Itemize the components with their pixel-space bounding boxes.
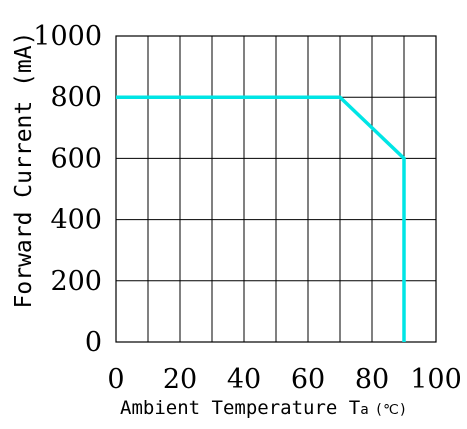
x-tick-label: 0	[107, 364, 124, 395]
y-tick-label: 800	[50, 82, 102, 113]
x-tick-label: 60	[291, 364, 325, 395]
y-tick-label: 200	[50, 266, 102, 297]
x-tick-label: 20	[163, 364, 197, 395]
x-tick-label: 80	[355, 364, 389, 395]
x-axis-label-main: Ambient Temperature T	[120, 397, 360, 419]
y-tick-label: 600	[50, 143, 102, 174]
x-tick-labels: 0 20 40 60 80 100	[107, 364, 461, 395]
y-tick-label: 0	[85, 327, 102, 358]
y-tick-label: 400	[50, 205, 102, 236]
plot-frame	[115, 35, 437, 343]
y-tick-labels: 0 200 400 600 800 1000	[33, 21, 102, 358]
x-axis-label: Ambient Temperature Ta (℃)	[120, 397, 407, 419]
x-tick-label: 40	[227, 364, 261, 395]
y-tick-label: 1000	[33, 21, 102, 52]
y-axis-label: Forward Current (mA)	[11, 32, 37, 309]
x-axis-label-subscript: a	[360, 402, 368, 418]
series-group	[116, 95, 406, 342]
x-tick-label: 100	[410, 364, 462, 395]
x-axis-label-unit: (℃)	[375, 402, 408, 418]
plot-grid	[116, 36, 436, 342]
series-line	[116, 95, 406, 342]
